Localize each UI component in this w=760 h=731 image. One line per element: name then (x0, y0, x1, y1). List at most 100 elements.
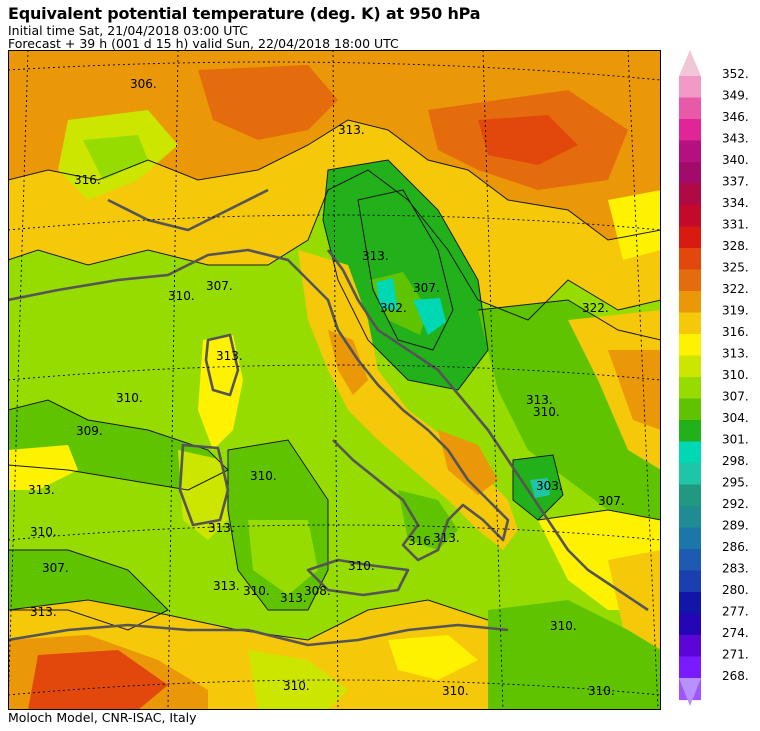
contour-label: 310. (550, 619, 577, 633)
colorbar-tick-label: 313. (722, 347, 749, 361)
contour-label: 313. (213, 579, 240, 593)
colorbar-tick-label: 310. (722, 368, 749, 382)
contour-label: 313. (362, 249, 389, 263)
contour-label: 303. (536, 479, 563, 493)
colorbar-tick-label: 280. (722, 583, 749, 597)
colorbar-tick-label: 298. (722, 454, 749, 468)
colorbar-swatch (679, 398, 701, 421)
field-301-adriatic (413, 298, 446, 335)
colorbar-top-arrow (679, 50, 701, 76)
colorbar-tick-label: 316. (722, 325, 749, 339)
colorbar-swatch (679, 506, 701, 529)
colorbar-swatch (679, 140, 701, 163)
colorbar-swatch (679, 484, 701, 507)
field-322-southitaly (438, 430, 498, 495)
contour-label: 307. (413, 281, 440, 295)
colorbar-tick-label: 286. (722, 540, 749, 554)
colorbar-swatch (679, 635, 701, 658)
colorbar-swatch (679, 226, 701, 249)
contour-label: 310. (30, 525, 57, 539)
field-322-italy (328, 330, 368, 395)
colorbar-swatch (679, 355, 701, 378)
contour-label: 307. (598, 494, 625, 508)
contour-label: 310. (588, 684, 615, 698)
colorbar-tick-label: 295. (722, 476, 749, 490)
colorbar-tick-label: 292. (722, 497, 749, 511)
map-frame (8, 50, 661, 710)
contour-label: 316. (408, 534, 435, 548)
field-301-adriatic-small (376, 278, 398, 310)
colorbar-swatch (679, 334, 701, 357)
colorbar-tick-label: 328. (722, 239, 749, 253)
colorbar-tick-label: 349. (722, 89, 749, 103)
colorbar-swatch (679, 119, 701, 142)
colorbar-swatch (679, 463, 701, 486)
field-325-alps-west (198, 65, 338, 140)
colorbar-swatch (679, 377, 701, 400)
contour-label: 310. (116, 391, 143, 405)
field-322-north (8, 50, 661, 240)
colorbar-tick-label: 304. (722, 411, 749, 425)
colorbar-swatch (679, 97, 701, 120)
colorbar-tick-label: 319. (722, 304, 749, 318)
colorbar-swatch (679, 592, 701, 615)
colorbar-swatch (679, 570, 701, 593)
colorbar-swatch (679, 441, 701, 464)
colorbar-tick-label: 340. (722, 153, 749, 167)
colorbar-tick-label: 343. (722, 132, 749, 146)
contour-label: 310. (243, 584, 270, 598)
contour-label: 307. (206, 279, 233, 293)
colorbar-tick-label: 283. (722, 562, 749, 576)
forecast-time: Forecast + 39 h (001 d 15 h) valid Sun, … (8, 36, 399, 51)
field-313-south (388, 635, 478, 680)
contour-label-layer: 306. 316. 313. 313. 307. 302. 307. 322. … (28, 77, 625, 698)
field-322-balkans (608, 350, 661, 430)
colorbar-swatch (679, 205, 701, 228)
colorbar-tick-label: 331. (722, 218, 749, 232)
map-panel: 306. 316. 313. 313. 307. 302. 307. 322. … (8, 50, 661, 710)
colorbar-swatch (679, 613, 701, 636)
field-328-africa (28, 650, 168, 710)
colorbar-swatch (679, 420, 701, 443)
contour-label: 313. (526, 393, 553, 407)
colorbar-tick-label: 268. (722, 669, 749, 683)
contour-label: 313. (338, 123, 365, 137)
contour-label: 307. (42, 561, 69, 575)
colorbar-swatch (679, 549, 701, 572)
contour-label: 316. (74, 173, 101, 187)
colorbar-tick-label: 271. (722, 648, 749, 662)
field-307-southeast (488, 600, 661, 710)
contour-label: 310. (533, 405, 560, 419)
colorbar-swatch (679, 269, 701, 292)
contour-label: 313. (433, 531, 460, 545)
chart-title: Equivalent potential temperature (deg. K… (8, 4, 481, 23)
model-credit: Moloch Model, CNR-ISAC, Italy (8, 710, 197, 725)
contour-label: 310. (283, 679, 310, 693)
colorbar-tick-label: 277. (722, 605, 749, 619)
graticule (8, 50, 661, 710)
contour-label: 302. (380, 301, 407, 315)
colorbar-tick-label: 322. (722, 282, 749, 296)
contour-label: 313. (216, 349, 243, 363)
field-310-france (83, 135, 148, 180)
contour-label: 313. (208, 521, 235, 535)
field-313-east-edge (608, 190, 661, 260)
field-328-east (478, 115, 578, 165)
colorbar-swatch (679, 76, 701, 99)
colorbar-tick-label: 325. (722, 261, 749, 275)
colorbar-tick-label: 289. (722, 519, 749, 533)
colorbar-tick-label: 274. (722, 626, 749, 640)
contour-label: 306. (130, 77, 157, 91)
colorbar-swatch (679, 162, 701, 185)
colorbar-tick-label: 301. (722, 433, 749, 447)
colorbar-tick-label: 352. (722, 67, 749, 81)
contour-label: 310. (348, 559, 375, 573)
colorbar-swatch (679, 527, 701, 550)
colorbar-swatch (679, 656, 701, 679)
coastlines (8, 188, 649, 647)
colorbar-tick-label: 346. (722, 110, 749, 124)
colorbar-swatch (679, 183, 701, 206)
contour-label: 313. (280, 591, 307, 605)
colorbar-labels: 352. 349. 346. 343. 340. 337. 334. 331. 328. 325.… (722, 67, 749, 683)
colorbar: 352. 349. 346. 343. 340. 337. 334. 331. 328. 325.… (679, 50, 749, 706)
